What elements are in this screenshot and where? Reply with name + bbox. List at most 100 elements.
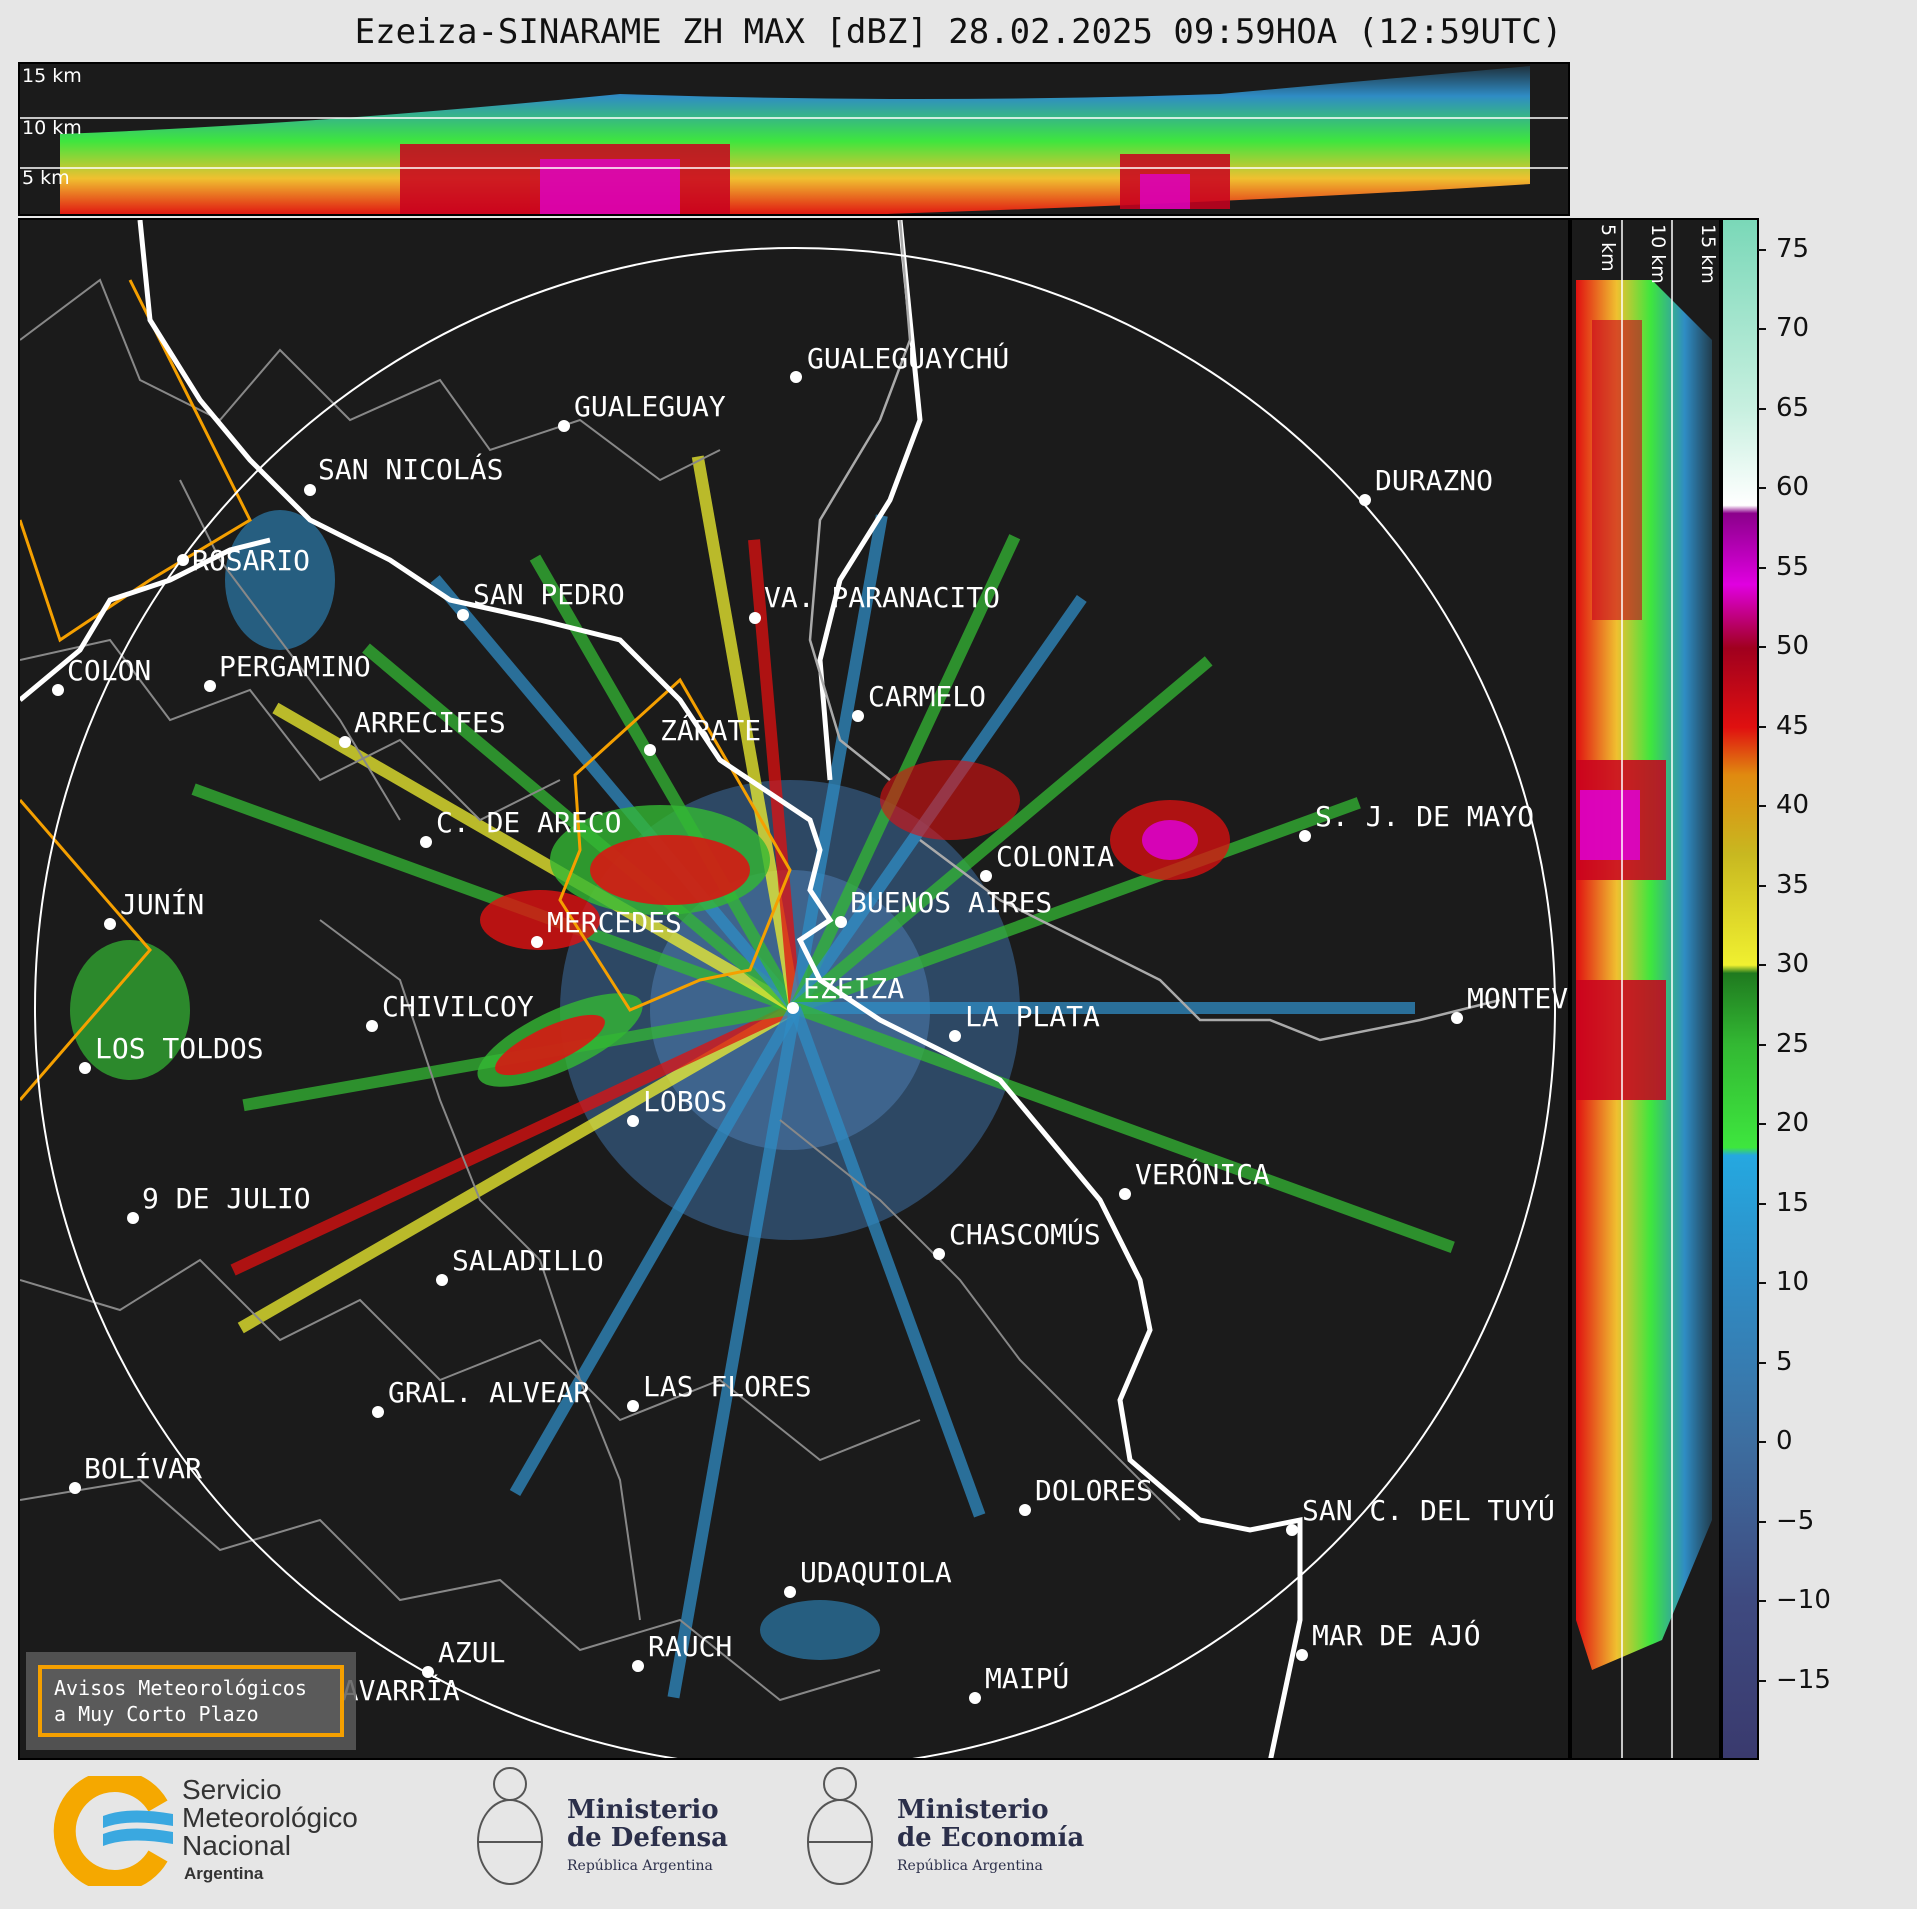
smn-logo-text: Servicio Meteorológico Nacional Argentin…	[182, 1774, 358, 1884]
radar-spoke	[191, 783, 798, 1014]
city-label: MAR DE AJÓ	[1312, 1618, 1481, 1652]
avisos-line-2: a Muy Corto Plazo	[54, 1702, 259, 1726]
city-label: GUALEGUAY	[574, 390, 726, 423]
economia-logo-text: Ministerio de Economía	[897, 1795, 1085, 1853]
colorbar-tick-label: 20	[1757, 1108, 1809, 1138]
colorbar-tick-label: 0	[1758, 1426, 1793, 1456]
colorbar-tick-label: 65	[1757, 393, 1809, 423]
colorbar-tick-label: −10	[1758, 1585, 1831, 1615]
side-height-label-5km: 5 km	[1597, 224, 1619, 272]
city-label: SALADILLO	[452, 1244, 604, 1277]
economia-logo-subtitle: República Argentina	[897, 1858, 1043, 1874]
city-dot	[627, 1115, 639, 1127]
city-dot	[1019, 1504, 1031, 1516]
city-dot	[969, 1692, 981, 1704]
city-label: AZUL	[438, 1636, 505, 1669]
side-core-cells	[1576, 320, 1666, 1100]
city-label: LA PLATA	[965, 1000, 1100, 1033]
colorbar-tick-label: 25	[1757, 1029, 1809, 1059]
city-dot	[558, 420, 570, 432]
department-borders	[20, 278, 1181, 1702]
city-dot	[339, 736, 351, 748]
city-label: SAN PEDRO	[473, 578, 625, 611]
radar-spoke	[237, 1002, 799, 1334]
city-label: ROSARIO	[192, 544, 310, 577]
radar-spoke	[529, 554, 801, 1011]
city-dot	[835, 916, 847, 928]
city-dot	[980, 870, 992, 882]
top-echo-area	[60, 66, 1530, 214]
city-dot	[79, 1062, 91, 1074]
city-label: CARMELO	[868, 680, 986, 713]
radar-spoke	[792, 1002, 1455, 1254]
city-label: S. J. DE MAYO	[1315, 800, 1534, 833]
city-dot	[1119, 1188, 1131, 1200]
city-dot	[787, 1002, 799, 1014]
coastline	[20, 220, 1303, 1758]
defensa-shield-icon	[477, 1767, 543, 1885]
city-label: MAIPÚ	[985, 1661, 1069, 1695]
city-dot	[1286, 1524, 1298, 1536]
city-label: COLONIA	[996, 840, 1114, 873]
city-label: DOLORES	[1035, 1474, 1153, 1507]
side-height-label-15km: 15 km	[1697, 224, 1719, 284]
colorbar-tick-label: 75	[1757, 234, 1809, 264]
city-label: COLON	[67, 654, 151, 687]
city-label: MONTEVIDEO	[1467, 982, 1570, 1015]
smn-logo-icon	[53, 1776, 173, 1886]
city-markers: ROSARIO GUALEGUAYCHÚ GUALEGUAY SAN NICOLÁS D…	[52, 341, 1570, 1716]
city-dot	[784, 1586, 796, 1598]
city-label: DURAZNO	[1375, 464, 1493, 497]
city-dot	[420, 836, 432, 848]
colorbar-tick-label: 15	[1757, 1188, 1809, 1218]
city-dot	[1299, 830, 1311, 842]
city-label: PERGAMINO	[219, 650, 371, 683]
radar-spoke	[791, 656, 1213, 1013]
city-label: ARRECIFES	[354, 706, 506, 739]
range-ring	[34, 247, 1556, 1758]
city-dot	[949, 1030, 961, 1042]
city-dot	[366, 1020, 378, 1032]
economia-shield-icon	[807, 1767, 873, 1885]
city-dot	[1451, 1012, 1463, 1024]
avisos-line-1: Avisos Meteorológicos	[54, 1676, 307, 1700]
city-dot	[457, 609, 469, 621]
city-dot	[304, 484, 316, 496]
radar-spoke	[789, 1005, 986, 1518]
colorbar-tick-label: 10	[1757, 1267, 1809, 1297]
colorbar-tick-label: 30	[1757, 949, 1809, 979]
radar-spoke	[230, 1002, 798, 1276]
radar-spoke	[789, 514, 888, 1010]
colorbar-tick-label: −15	[1758, 1665, 1831, 1695]
side-cross-section-panel: 5 km 10 km 15 km	[1570, 218, 1721, 1760]
radar-spoke	[430, 575, 800, 1012]
city-dot	[531, 936, 543, 948]
city-label: C. DE ARECO	[436, 806, 621, 839]
city-dot	[52, 684, 64, 696]
radar-map-panel: ROSARIO GUALEGUAYCHÚ GUALEGUAY SAN NICOLÁS D…	[18, 218, 1570, 1760]
city-dot	[1296, 1649, 1308, 1661]
height-label-5km: 5 km	[22, 167, 70, 189]
colorbar-tick-label: 35	[1757, 870, 1809, 900]
city-label: BUENOS AIRES	[850, 886, 1052, 919]
side-height-label-10km: 10 km	[1647, 224, 1669, 284]
chart-title: Ezeiza-SINARAME ZH MAX [dBZ] 28.02.2025 …	[354, 12, 1563, 52]
warning-polygons	[20, 279, 792, 1101]
city-dot	[177, 554, 189, 566]
height-label-15km: 15 km	[22, 65, 82, 87]
colorbar-tick-label: 60	[1757, 472, 1809, 502]
city-label: RAUCH	[648, 1630, 732, 1663]
height-label-10km: 10 km	[22, 117, 82, 139]
city-dot	[790, 371, 802, 383]
city-dot	[852, 710, 864, 722]
city-label: BOLÍVAR	[84, 1451, 202, 1485]
city-label: SAN C. DEL TUYÚ	[1302, 1493, 1555, 1527]
city-label: GRAL. ALVEAR	[388, 1376, 590, 1409]
city-label: CHASCOMÚS	[949, 1217, 1101, 1251]
radar-spoke	[509, 1005, 801, 1496]
avisos-button[interactable]: Avisos Meteorológicos a Muy Corto Plazo	[38, 1665, 344, 1737]
city-label: LOBOS	[643, 1085, 727, 1118]
top-cross-section: 15 km 10 km 5 km	[20, 65, 1568, 214]
city-dot	[422, 1666, 434, 1678]
city-label: UDAQUIOLA	[800, 1556, 952, 1589]
